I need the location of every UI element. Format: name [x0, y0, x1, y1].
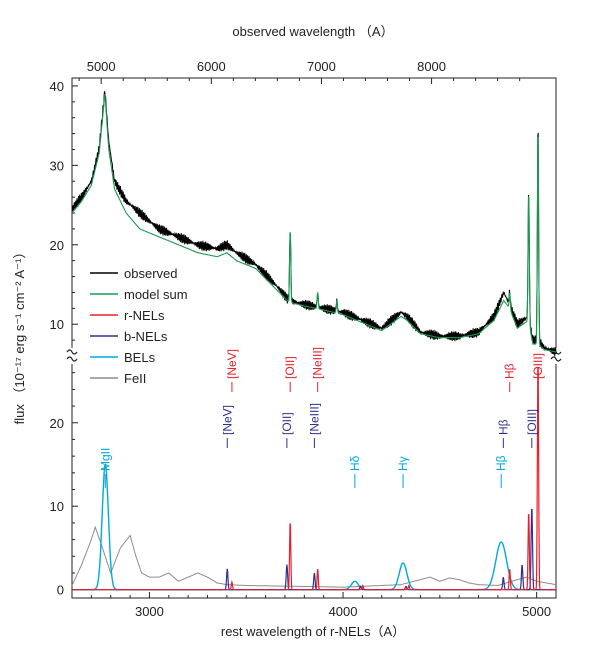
y-axis-title: flux （10⁻¹⁷ erg s⁻¹ cm⁻² A⁻¹）	[12, 246, 27, 425]
line-label: [NeV]	[220, 405, 234, 435]
axis-break-left	[66, 349, 78, 362]
legend-label: BELs	[124, 350, 156, 365]
axis-break-mask	[67, 348, 77, 364]
line-label: [OIII]	[525, 409, 539, 435]
plot-frame	[71, 77, 557, 599]
model-sum-line	[71, 93, 557, 353]
axis-break-mask	[551, 348, 561, 364]
legend-label: b-NELs	[124, 329, 168, 344]
rnel-line	[72, 368, 556, 591]
line-label: Hγ	[396, 456, 410, 471]
feii-line	[71, 525, 556, 588]
line-label: [OII]	[280, 412, 294, 435]
legend-label: r-NELs	[124, 308, 165, 323]
line-label: Hδ	[348, 455, 362, 471]
legend-label: FeII	[124, 371, 146, 386]
bnel-line	[72, 508, 556, 591]
bel-line	[72, 462, 556, 591]
observed-line	[71, 91, 557, 357]
bottom-tick-label: 4000	[329, 604, 358, 619]
top-tick-label: 5000	[87, 59, 116, 74]
top-tick-label: 6000	[197, 59, 226, 74]
line-label: [NeIII]	[311, 347, 325, 379]
top-tick-label: 8000	[417, 59, 446, 74]
line-label: [NeIII]	[307, 403, 321, 435]
bottom-axis-title: rest wavelength of r-NELs（A）	[221, 624, 405, 639]
line-label: MgII	[98, 448, 112, 471]
upper-y-tick-label: 30	[50, 158, 64, 173]
legend-label: model sum	[124, 287, 188, 302]
line-label: [NeV]	[225, 349, 239, 379]
bottom-tick-label: 3000	[135, 604, 164, 619]
line-label: Hβ	[494, 455, 508, 471]
lower-y-tick-label: 0	[57, 583, 64, 598]
upper-y-tick-label: 40	[50, 79, 64, 94]
line-label: Hβ	[503, 363, 517, 379]
top-tick-label: 7000	[307, 59, 336, 74]
upper-y-tick-label: 20	[50, 238, 64, 253]
upper-y-tick-label: 10	[50, 317, 64, 332]
bottom-tick-label: 5000	[522, 604, 551, 619]
line-label: [OII]	[283, 356, 297, 379]
plot-area: 3000 4000 5000 5000 6000 7000 8000 10 20 30 40 0 10 2…	[50, 59, 562, 619]
line-label: [OIII]	[531, 353, 545, 379]
legend-label: observed	[124, 266, 177, 281]
line-label: Hβ	[496, 419, 510, 435]
top-axis-title: observed wavelength （A）	[232, 24, 393, 39]
lower-y-tick-label: 20	[50, 416, 64, 431]
lower-y-tick-label: 10	[50, 499, 64, 514]
